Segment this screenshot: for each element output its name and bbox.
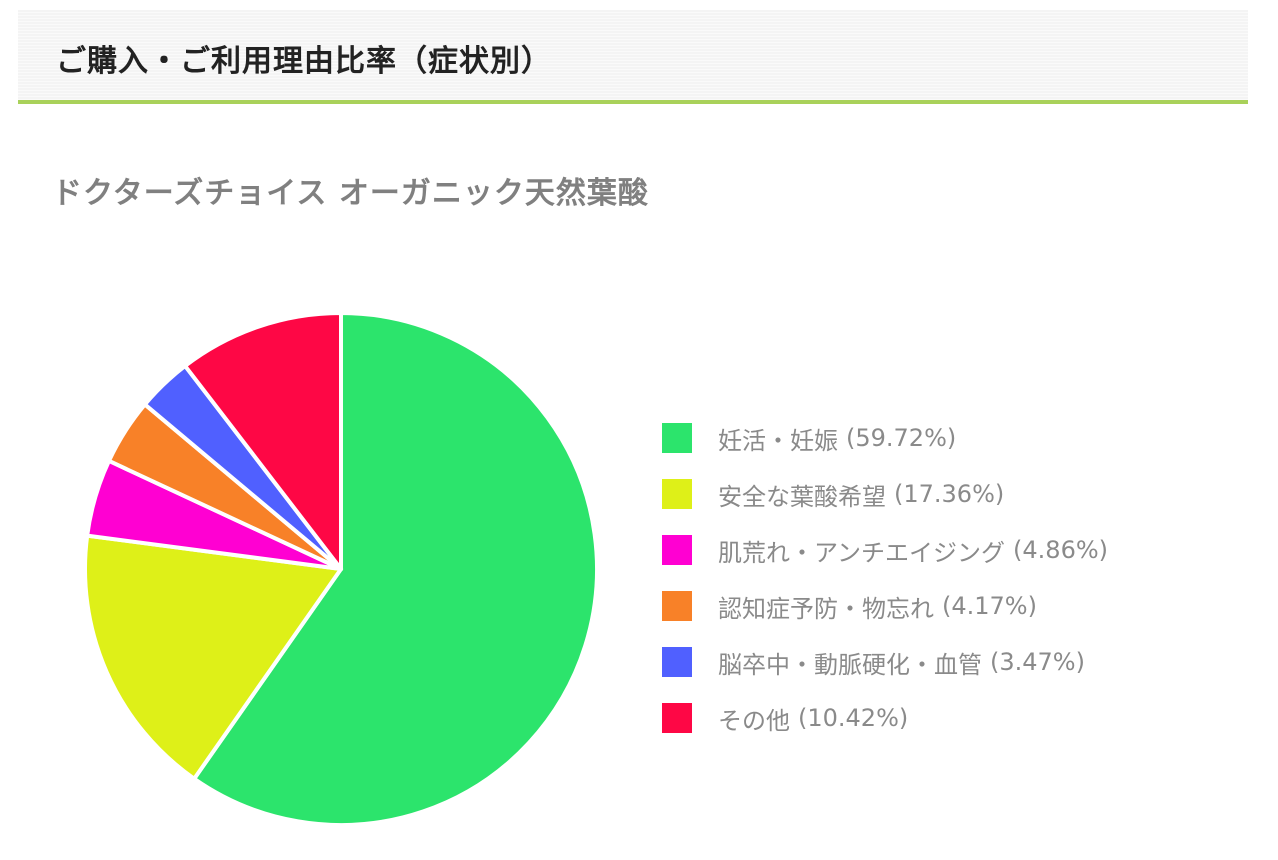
legend-percentage: (10.42%) — [798, 704, 909, 732]
legend-swatch — [662, 703, 692, 733]
legend-item: 認知症予防・物忘れ (4.17%) — [662, 578, 1108, 634]
legend-label: 肌荒れ・アンチエイジング — [718, 538, 1006, 567]
legend-percentage: (59.72%) — [846, 424, 957, 452]
chart-legend: 妊活・妊娠 (59.72%) 安全な葉酸希望 (17.36%) 肌荒れ・アンチエイジング… — [662, 410, 1108, 746]
section-title: ご購入・ご利用理由比率（症状別） — [56, 44, 552, 79]
legend-percentage: (17.36%) — [894, 480, 1005, 508]
legend-label: 妊活・妊娠 — [718, 426, 838, 455]
pie-slice-6 — [183, 311, 343, 571]
legend-label: 認知症予防・物忘れ — [718, 594, 934, 623]
legend-item: 安全な葉酸希望 (17.36%) — [662, 466, 1108, 522]
legend-item: 脳卒中・動脈硬化・血管 (3.47%) — [662, 634, 1108, 690]
pie-slice-2 — [83, 533, 343, 781]
legend-percentage: (4.17%) — [942, 592, 1037, 620]
legend-swatch — [662, 535, 692, 565]
pie-chart-svg — [83, 311, 599, 827]
legend-swatch — [662, 479, 692, 509]
pie-chart — [80, 308, 602, 830]
chart-title: ドクターズチョイス オーガニック天然葉酸 — [52, 176, 649, 211]
legend-label: その他 — [718, 706, 790, 735]
legend-label: 脳卒中・動脈硬化・血管 — [718, 650, 982, 679]
legend-swatch — [662, 647, 692, 677]
legend-percentage: (3.47%) — [990, 648, 1085, 676]
legend-swatch — [662, 423, 692, 453]
legend-percentage: (4.86%) — [1013, 536, 1109, 564]
legend-item: 妊活・妊娠 (59.72%) — [662, 410, 1108, 466]
legend-swatch — [662, 591, 692, 621]
legend-item: その他 (10.42%) — [662, 690, 1108, 746]
pie-slice-1 — [192, 311, 599, 827]
legend-label: 安全な葉酸希望 — [718, 482, 886, 511]
legend-item: 肌荒れ・アンチエイジング (4.86%) — [662, 522, 1108, 578]
section-header: ご購入・ご利用理由比率（症状別） — [18, 10, 1248, 104]
